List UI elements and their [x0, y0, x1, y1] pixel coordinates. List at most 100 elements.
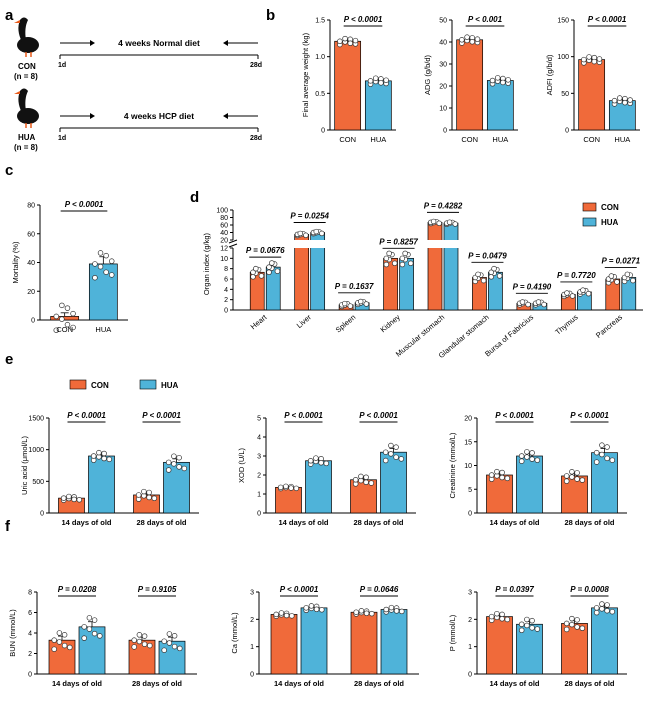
b2-x-label: CON	[461, 135, 478, 144]
b3-bar-con	[578, 59, 606, 131]
y-axis-title-e2: XOD (U/L)	[237, 448, 246, 484]
d-con-point	[250, 269, 256, 276]
legend-d-swatch-hua	[582, 217, 597, 227]
f1-0-pvalue: P = 0.0208	[58, 585, 97, 594]
d-bar-hua	[443, 222, 459, 311]
e2-bar-con	[275, 487, 302, 514]
legend-d-label-con: CON	[601, 203, 619, 212]
panel-a-letter: a	[5, 7, 14, 24]
d-axis-break-band	[427, 240, 459, 248]
e1-con-point	[66, 493, 72, 500]
f3-hua-point	[518, 627, 525, 634]
f1-con-point	[141, 633, 148, 639]
e3-1-pvalue: P < 0.0001	[570, 411, 609, 420]
c-hua-point	[97, 263, 104, 270]
e2-bar-hua	[305, 460, 332, 514]
c-con-point	[59, 316, 65, 322]
e1-con-point	[135, 492, 142, 498]
e1-x-label: 28 days of old	[136, 518, 186, 527]
b1-hua-point	[367, 78, 374, 84]
e2-0-pvalue: P < 0.0001	[284, 411, 323, 420]
b1-bar-hua	[364, 80, 392, 131]
y-axis-title-f2: Ca (mmol/L)	[230, 612, 239, 654]
f3-hua-point	[609, 608, 616, 615]
e3-hua-point	[518, 458, 525, 464]
y-tick-label: 0.5	[315, 91, 325, 98]
e1-hua-point	[176, 454, 182, 461]
b1-bar-con	[334, 40, 362, 131]
b1-con-point	[337, 38, 343, 45]
b1-con-point	[342, 35, 348, 42]
y-tick-label: 60	[220, 223, 228, 230]
e1-hua-point	[176, 464, 182, 470]
f3-con-point	[499, 616, 505, 622]
d-x-label: Spleen	[334, 313, 358, 335]
e3-x-label: 28 days of old	[564, 518, 614, 527]
f1-hua-point	[91, 630, 98, 637]
f2-0-pvalue: P < 0.0001	[280, 585, 319, 594]
y-axis-title-e1: Uric acid (μmol/L)	[20, 436, 29, 495]
c-con-point	[53, 327, 60, 333]
timeline-start-hua: 1d	[58, 135, 66, 142]
b2-hua-point	[505, 77, 511, 83]
f2-con-point	[278, 610, 285, 616]
e3-con-point	[494, 468, 500, 475]
b2-hua-point	[494, 75, 501, 81]
c-hua-point	[97, 250, 104, 256]
y-axis-e1: 0 500 1000 1500	[28, 416, 50, 518]
y-tick-label: 4	[224, 287, 228, 294]
c-bar-hua	[88, 263, 118, 321]
e3-hua-point	[534, 457, 541, 463]
d-con-point	[383, 261, 390, 268]
f2-con-point	[273, 611, 279, 618]
y-axis-c: 0 20 40 60 80	[27, 203, 41, 325]
y-axis-title-b2: ADG (g/b/d)	[423, 54, 432, 95]
d-hua-point	[496, 273, 503, 279]
e2-x-label: 14 days of old	[278, 518, 328, 527]
f2-bar-con	[350, 611, 378, 675]
panel-d-letter: d	[190, 189, 199, 206]
legend-e-swatch-con	[69, 379, 87, 390]
y-axis-f2: 0 1 2 3	[250, 590, 260, 679]
timeline-end-con: 28d	[250, 62, 262, 69]
f3-con-point	[574, 624, 580, 630]
c-con-point	[70, 324, 76, 331]
e2-hua-point	[393, 454, 399, 460]
e1-hua-point	[101, 455, 107, 462]
f3-x-label: 28 days of old	[564, 679, 614, 688]
c-x-label: HUA	[95, 325, 111, 334]
e3-hua-point	[593, 459, 600, 465]
d-con-point	[430, 218, 437, 225]
f2-hua-point	[319, 607, 325, 613]
f2-hua-point	[383, 606, 389, 613]
d-4-pvalue: P = 0.4282	[424, 201, 463, 210]
d-x-label: Liver	[295, 312, 314, 330]
e1-con-point	[60, 495, 67, 501]
y-tick-label: 4	[28, 631, 32, 638]
group-label-hua: HUA	[18, 133, 36, 142]
d-hua-point	[274, 268, 281, 274]
c-hua-point	[92, 261, 98, 267]
c-x-label: CON	[56, 325, 73, 334]
e1-con-point	[146, 489, 152, 496]
e3-con-point	[488, 472, 495, 478]
legend-d-label-hua: HUA	[601, 218, 619, 227]
goose-icon-hua	[14, 88, 39, 128]
f3-hua-point	[599, 606, 605, 612]
b2-hua-point	[500, 79, 506, 86]
e2-con-point	[358, 473, 364, 480]
y-tick-label: 0	[257, 511, 261, 518]
d-con-point	[386, 250, 392, 257]
e1-hua-point	[165, 459, 172, 466]
d-con-point	[569, 293, 576, 299]
e1-bar-hua	[88, 455, 115, 514]
y-tick-label: 1.0	[315, 54, 325, 61]
d-hua-point	[488, 269, 494, 276]
f2-hua-point	[393, 608, 400, 614]
c-con-point	[64, 305, 71, 311]
y-tick-label: 6	[28, 610, 32, 617]
b1-x-label: CON	[339, 135, 356, 144]
d-x-label: Bursa of Fabricius	[483, 312, 535, 358]
